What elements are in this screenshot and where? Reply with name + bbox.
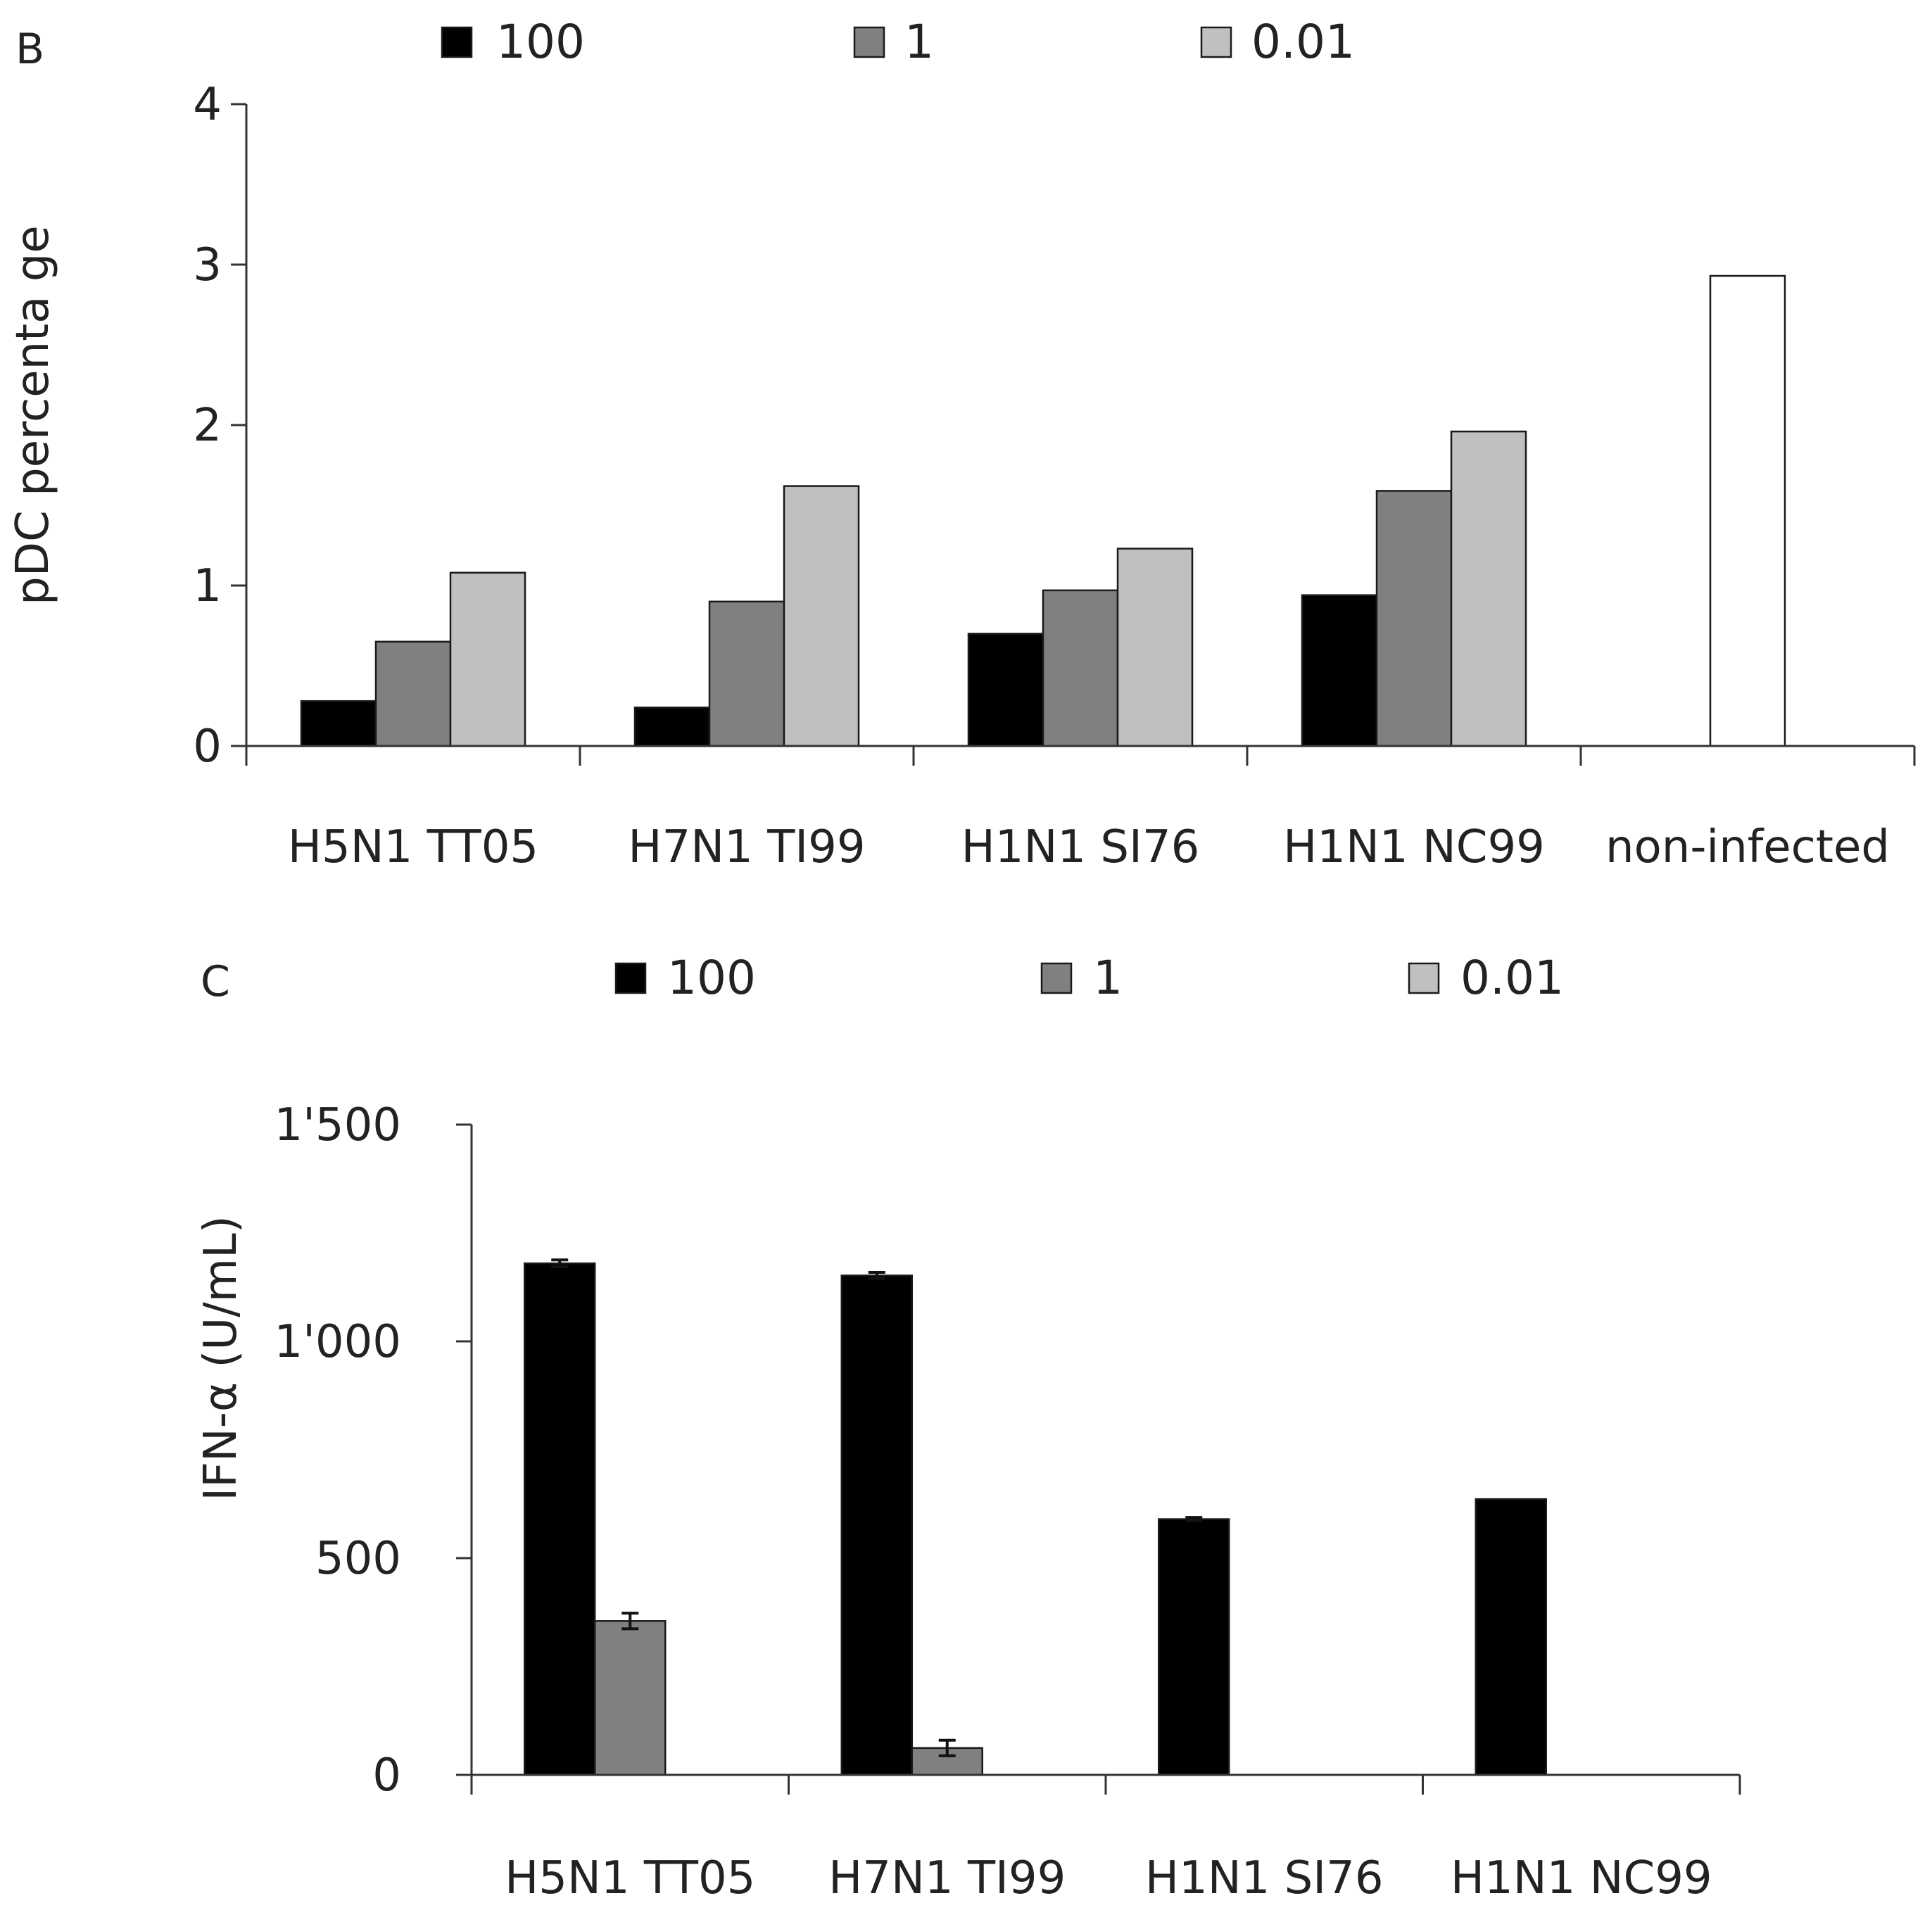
panel-c-error-bar-100-h7n1-ti99 xyxy=(868,1271,885,1280)
panel-c-bar-100-h1n1-si76 xyxy=(1158,1518,1230,1776)
panel-c-x-tick-label-h1n1-si76: H1N1 SI76 xyxy=(1145,1852,1384,1904)
panel-b-bar-0-01-h5n1-tt05 xyxy=(449,571,526,747)
panel-c-legend: 100 1 0.01 xyxy=(614,951,1564,1005)
panel-b-x-tick-label-non-infected: non-infected xyxy=(1605,821,1890,873)
panel-c-y-tick-label-0: 0 xyxy=(372,1750,401,1802)
panel-b-y-tick-label-0: 0 xyxy=(193,721,222,773)
panel-c-legend-swatch-0-01 xyxy=(1408,962,1440,994)
panel-c-legend-label-100: 100 xyxy=(667,951,756,1005)
panel-b-legend-swatch-1 xyxy=(853,26,885,58)
panel-b-bar-non-infected-non-infected xyxy=(1709,274,1786,747)
panel-c-bar-100-h5n1-tt05 xyxy=(524,1262,596,1776)
panel-b-y-tick-label-4: 4 xyxy=(193,79,222,131)
panel-c-legend-swatch-1 xyxy=(1040,962,1073,994)
panel-c-legend-label-0-01: 0.01 xyxy=(1460,951,1564,1005)
panel-b-bar-0-01-h1n1-nc99 xyxy=(1450,430,1527,747)
panel-b-bar-0-01-h1n1-si76 xyxy=(1116,548,1194,747)
panel-b-bar-1-h1n1-si76 xyxy=(1042,589,1119,747)
panel-b-y-tick-label-3: 3 xyxy=(193,239,222,291)
panel-b-legend-label-100: 100 xyxy=(496,15,585,69)
panel-c-x-tick-label-h1n1-nc99: H1N1 NC99 xyxy=(1451,1852,1712,1904)
panel-b-bar-1-h1n1-nc99 xyxy=(1375,490,1453,747)
panel-b-y-axis-label: pDC percenta ge xyxy=(7,225,59,605)
panel-b-legend-label-1: 1 xyxy=(904,15,934,69)
panel-b-bar-1-h7n1-ti99 xyxy=(708,600,785,747)
panel-c-y-tick-label-1-500: 1'500 xyxy=(274,1099,401,1151)
panel-c-error-bar-100-h1n1-si76 xyxy=(1185,1516,1203,1523)
panel-c-y-tick-label-500: 500 xyxy=(315,1533,401,1585)
panel-c-bar-100-h7n1-ti99 xyxy=(840,1275,913,1776)
panel-b-bar-100-h1n1-nc99 xyxy=(1301,594,1378,747)
panel-b-chart: B 100 1 0.01 pDC percenta ge 0 1 2 3 4 H5N1 TT0… xyxy=(7,15,1916,873)
panel-c-chart: C 100 1 0.01 IFN-α (U/mL) 0 500 1'000 1'500 H5… xyxy=(195,951,1741,1904)
panel-b-legend-label-0-01: 0.01 xyxy=(1251,15,1355,69)
panel-b-bar-100-h5n1-tt05 xyxy=(300,700,377,747)
panel-b-x-tick-label-h7n1-ti99: H7N1 TI99 xyxy=(628,821,865,873)
panel-c-x-tick-label-h7n1-ti99: H7N1 TI99 xyxy=(828,1852,1066,1904)
panel-b-x-tick-label-h5n1-tt05: H5N1 TT05 xyxy=(288,821,538,873)
panel-c-x-tick-label-h5n1-tt05: H5N1 TT05 xyxy=(505,1852,755,1904)
panel-b-x-tick-label-h1n1-si76: H1N1 SI76 xyxy=(961,821,1200,873)
panel-b-y-tick-label-1: 1 xyxy=(193,560,222,612)
panel-c-bar-100-h1n1-nc99 xyxy=(1475,1498,1547,1776)
panel-c-label: C xyxy=(201,957,230,1006)
panel-c-bar-1-h5n1-tt05 xyxy=(594,1620,667,1776)
panel-c-error-bar-1-h7n1-ti99 xyxy=(938,1738,956,1757)
panel-b-bars xyxy=(300,274,1786,747)
panel-b-x-tick-label-h1n1-nc99: H1N1 NC99 xyxy=(1283,821,1545,873)
panel-c-y-tick-label-1-000: 1'000 xyxy=(274,1316,401,1368)
panel-c-error-bar-1-h5n1-tt05 xyxy=(621,1612,639,1631)
panel-b-bar-1-h5n1-tt05 xyxy=(374,640,452,747)
panel-b-legend-swatch-0-01 xyxy=(1200,26,1232,58)
panel-c-bars xyxy=(524,1258,1547,1776)
panel-c-error-bar-100-h5n1-tt05 xyxy=(551,1258,569,1269)
panel-b-bar-100-h1n1-si76 xyxy=(967,633,1044,747)
panel-b-legend: 100 1 0.01 xyxy=(441,15,1355,69)
panel-c-y-axis-label: IFN-α (U/mL) xyxy=(195,1215,247,1501)
panel-c-legend-swatch-100 xyxy=(614,962,647,994)
panel-b-label: B xyxy=(15,25,44,74)
panel-c-axes: 0 500 1'000 1'500 H5N1 TT05 H7N1 TI99 H1N1 SI7… xyxy=(274,1099,1741,1904)
panel-c-legend-label-1: 1 xyxy=(1093,951,1123,1005)
panel-b-bar-0-01-h7n1-ti99 xyxy=(783,485,860,747)
panel-b-bar-100-h7n1-ti99 xyxy=(633,707,711,747)
panel-b-legend-swatch-100 xyxy=(441,26,473,58)
panel-b-y-tick-label-2: 2 xyxy=(193,400,222,452)
panel-b-axes: 0 1 2 3 4 H5N1 TT05 H7N1 TI99 H1N1 SI76 H1N1 NC9… xyxy=(193,79,1916,873)
